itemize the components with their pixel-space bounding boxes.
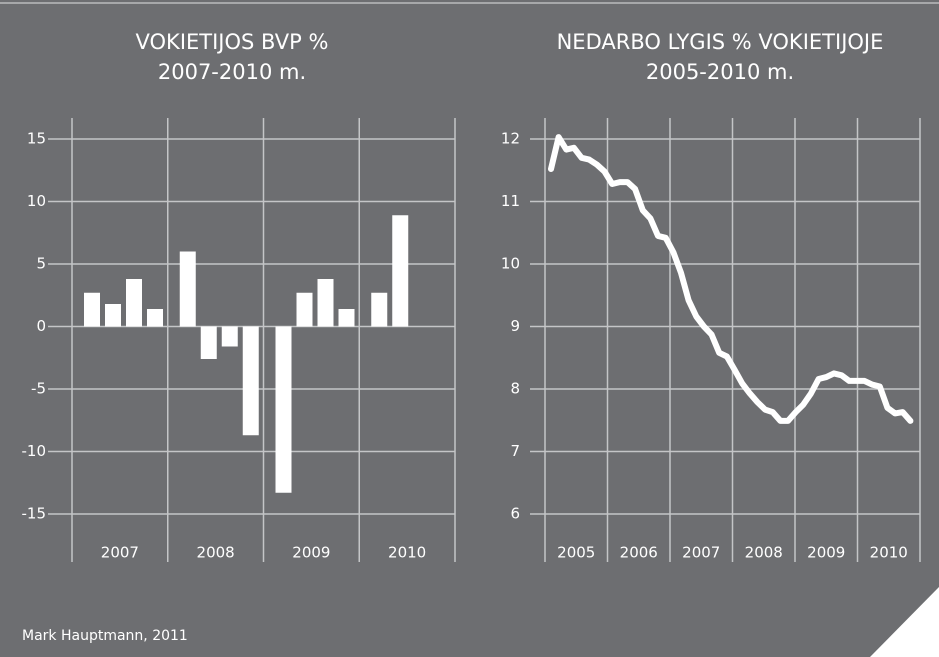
x-tick-label: 2006	[620, 544, 658, 562]
line	[548, 134, 914, 424]
bar	[275, 326, 292, 493]
y-tick-label: 12	[501, 130, 520, 148]
y-tick-label: -10	[22, 442, 47, 460]
chart-title: VOKIETIJOS BVP %	[136, 30, 329, 54]
x-tick-label: 2007	[101, 544, 139, 562]
bar	[338, 309, 355, 327]
bar	[221, 326, 238, 347]
y-tick-label: -5	[31, 380, 46, 398]
bar	[126, 279, 142, 327]
y-tick-label: 15	[27, 130, 46, 148]
bar	[200, 326, 217, 359]
y-tick-label: 6	[510, 505, 520, 523]
y-tick-label: 9	[510, 317, 520, 335]
chart-subtitle: 2007-2010 m.	[158, 60, 306, 84]
y-tick-label: 8	[510, 380, 520, 398]
y-tick-label: 10	[501, 255, 520, 273]
x-tick-label: 2010	[388, 544, 426, 562]
x-tick-label: 2010	[870, 544, 908, 562]
chart-title: NEDARBO LYGIS % VOKIETIJOJE	[557, 30, 884, 54]
x-tick-label: 2007	[682, 544, 720, 562]
bar	[392, 215, 409, 327]
x-tick-label: 2009	[292, 544, 330, 562]
y-tick-label: -15	[22, 505, 47, 523]
x-tick-label: 2009	[807, 544, 845, 562]
bar	[242, 326, 259, 436]
chart-subtitle: 2005-2010 m.	[646, 60, 794, 84]
y-tick-label: 10	[27, 192, 46, 210]
y-tick-label: 5	[36, 255, 46, 273]
bar	[317, 279, 334, 327]
bar	[84, 292, 100, 327]
y-tick-label: 0	[36, 317, 46, 335]
bar	[147, 309, 163, 327]
x-tick-label: 2008	[197, 544, 235, 562]
bar	[296, 292, 313, 327]
bar	[105, 304, 121, 327]
y-tick-label: 7	[510, 442, 520, 460]
y-tick-label: 11	[501, 192, 520, 210]
x-tick-label: 2008	[745, 544, 783, 562]
bar	[371, 292, 388, 327]
bar	[179, 251, 196, 327]
x-tick-label: 2005	[557, 544, 595, 562]
credit: Mark Hauptmann, 2011	[22, 628, 188, 644]
